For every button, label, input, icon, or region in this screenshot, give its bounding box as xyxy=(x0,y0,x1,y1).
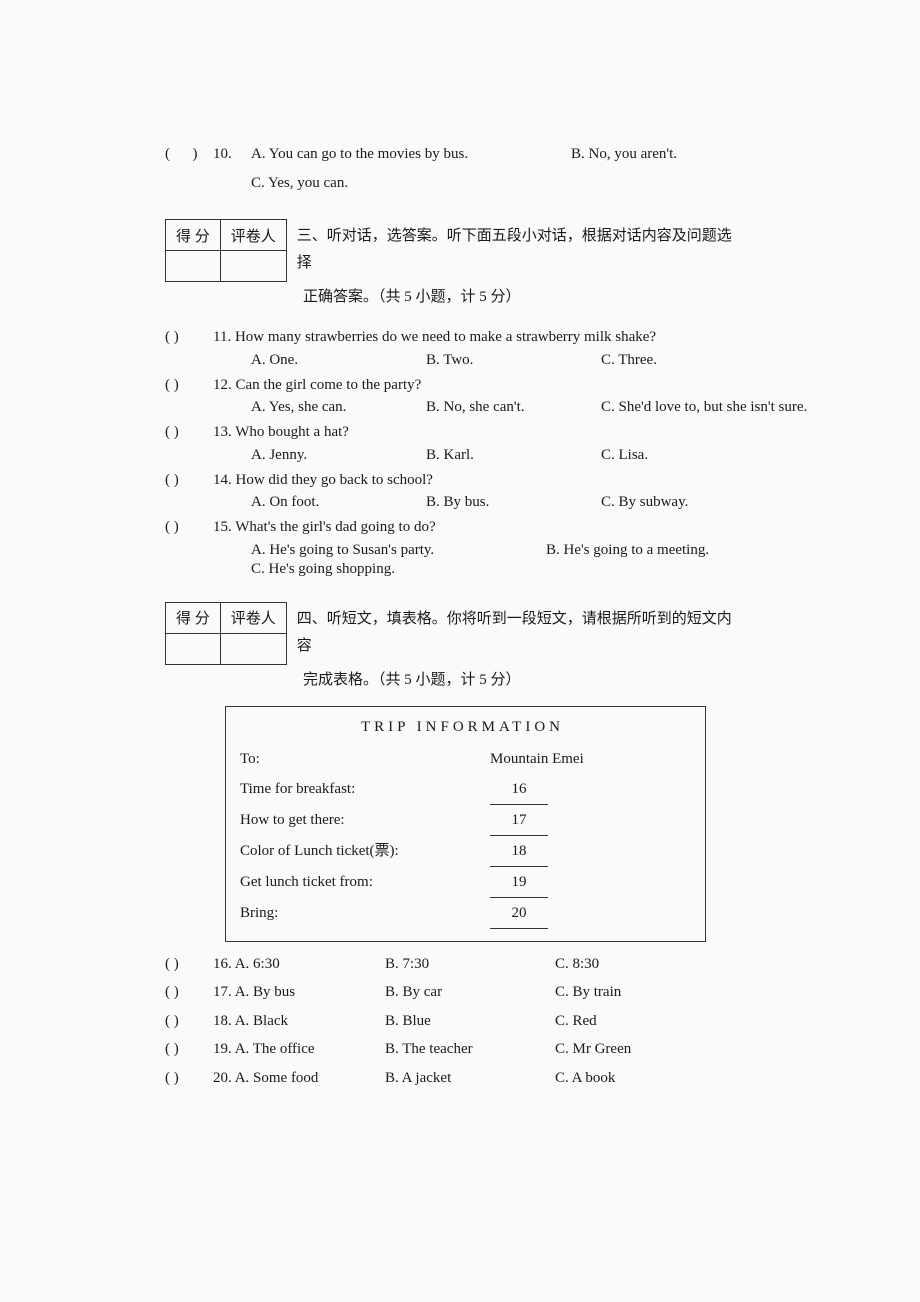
option-a: A. One. xyxy=(251,352,426,369)
question-number: 13. xyxy=(213,424,232,440)
trip-label: Bring: xyxy=(240,898,490,929)
question-number: 14. xyxy=(213,472,232,488)
section-3-desc: 正确答案。（共 5 小题，计 5 分） xyxy=(303,284,830,311)
option-c: C. A book xyxy=(555,1064,830,1093)
option-b: B. He's going to a meeting. xyxy=(546,542,709,559)
blank-paren: ( ) xyxy=(165,513,213,542)
section-3-title: 三、听对话，选答案。听下面五段小对话，根据对话内容及问题选择 xyxy=(297,223,737,277)
blank-paren: ( ) xyxy=(165,1064,213,1093)
question-text: What's the girl's dad going to do? xyxy=(235,519,435,535)
question-18: ( ) 18. A. BlackB. BlueC. Red xyxy=(165,1007,830,1036)
table-row: Bring: 20 xyxy=(240,898,685,929)
option-a: A. Black xyxy=(235,1013,288,1029)
question-text: Can the girl come to the party? xyxy=(236,377,422,393)
trip-title: TRIP INFORMATION xyxy=(240,715,685,736)
option-c: C. He's going shopping. xyxy=(251,561,395,578)
blank-paren: ( ) xyxy=(165,418,213,447)
question-text: Who bought a hat? xyxy=(235,424,349,440)
option-c: C. By train xyxy=(555,978,830,1007)
option-a: A. Some food xyxy=(235,1070,319,1086)
option-a: A. Yes, she can. xyxy=(251,399,426,416)
option-c: C. Mr Green xyxy=(555,1035,830,1064)
page-content: ( ) 10. A. You can go to the movies by b… xyxy=(0,0,920,1142)
question-13: ( ) 13. Who bought a hat? A. Jenny. B. K… xyxy=(165,418,830,464)
question-10: ( ) 10. A. You can go to the movies by b… xyxy=(165,140,830,197)
blank-underline: 16 xyxy=(490,774,548,805)
option-a: A. Jenny. xyxy=(251,447,426,464)
question-number: 11. xyxy=(213,329,231,345)
question-15: ( ) 15. What's the girl's dad going to d… xyxy=(165,513,830,578)
section-4-header: 得 分 评卷人 四、听短文，填表格。你将听到一段短文，请根据所听到的短文内容 xyxy=(165,580,830,667)
blank-underline: 20 xyxy=(490,898,548,929)
option-c: C. Yes, you can. xyxy=(251,169,348,198)
blank-paren: ( ) xyxy=(165,978,213,1007)
trip-label: Color of Lunch ticket(票): xyxy=(240,836,490,867)
question-17: ( ) 17. A. By busB. By carC. By train xyxy=(165,978,830,1007)
blank-underline: 18 xyxy=(490,836,548,867)
question-text: How many strawberries do we need to make… xyxy=(235,329,656,345)
blank-underline: 19 xyxy=(490,867,548,898)
section-4-desc: 完成表格。（共 5 小题，计 5 分） xyxy=(303,667,830,694)
option-b: B. By bus. xyxy=(426,494,601,511)
question-number: 15. xyxy=(213,519,232,535)
option-a: A. He's going to Susan's party. xyxy=(251,542,546,559)
option-c: C. By subway. xyxy=(601,494,688,511)
trip-value: Mountain Emei xyxy=(490,744,685,774)
blank-paren: ( ) xyxy=(165,466,213,495)
option-b: B. A jacket xyxy=(385,1064,555,1093)
score-label: 得 分 xyxy=(166,220,221,251)
trip-label: Get lunch ticket from: xyxy=(240,867,490,898)
option-b: B. No, you aren't. xyxy=(571,140,677,169)
section-4-title: 四、听短文，填表格。你将听到一段短文，请根据所听到的短文内容 xyxy=(297,606,737,660)
option-b: B. Two. xyxy=(426,352,601,369)
score-box: 得 分 评卷人 xyxy=(165,219,287,282)
question-number: 12. xyxy=(213,377,232,393)
blank-paren: ( ) xyxy=(165,950,213,979)
grader-label: 评卷人 xyxy=(220,602,286,633)
blank-paren: ( ) xyxy=(165,1035,213,1064)
option-b: B. The teacher xyxy=(385,1035,555,1064)
option-a: A. The office xyxy=(235,1041,315,1057)
section-3-header: 得 分 评卷人 三、听对话，选答案。听下面五段小对话，根据对话内容及问题选择 xyxy=(165,197,830,284)
question-11: ( ) 11. How many strawberries do we need… xyxy=(165,323,830,369)
option-b: B. Blue xyxy=(385,1007,555,1036)
score-box: 得 分 评卷人 xyxy=(165,602,287,665)
option-a: A. By bus xyxy=(235,984,295,1000)
option-a: A. 6:30 xyxy=(235,956,280,972)
blank-paren: ( ) xyxy=(165,323,213,352)
grader-label: 评卷人 xyxy=(220,220,286,251)
table-row: How to get there: 17 xyxy=(240,805,685,836)
table-row: Time for breakfast: 16 xyxy=(240,774,685,805)
trip-info-table: TRIP INFORMATION To: Mountain Emei Time … xyxy=(225,706,706,942)
blank-paren: ( ) xyxy=(165,1007,213,1036)
blank-paren: ( ) xyxy=(165,140,213,169)
option-a: A. On foot. xyxy=(251,494,426,511)
question-text: How did they go back to school? xyxy=(236,472,433,488)
trip-label: To: xyxy=(240,744,490,774)
blank-paren: ( ) xyxy=(165,371,213,400)
option-c: C. 8:30 xyxy=(555,950,830,979)
question-16: ( ) 16. A. 6:30B. 7:30C. 8:30 xyxy=(165,950,830,979)
question-14: ( ) 14. How did they go back to school? … xyxy=(165,466,830,512)
option-b: B. 7:30 xyxy=(385,950,555,979)
option-b: B. Karl. xyxy=(426,447,601,464)
table-row: To: Mountain Emei xyxy=(240,744,685,774)
option-a: A. You can go to the movies by bus. xyxy=(251,140,571,169)
option-b: B. No, she can't. xyxy=(426,399,601,416)
question-number: 10. xyxy=(213,140,251,169)
question-20: ( ) 20. A. Some foodB. A jacketC. A book xyxy=(165,1064,830,1093)
option-c: C. Three. xyxy=(601,352,657,369)
score-label: 得 分 xyxy=(166,602,221,633)
blank-underline: 17 xyxy=(490,805,548,836)
question-12: ( ) 12. Can the girl come to the party? … xyxy=(165,371,830,417)
trip-label: How to get there: xyxy=(240,805,490,836)
table-row: Get lunch ticket from: 19 xyxy=(240,867,685,898)
question-19: ( ) 19. A. The officeB. The teacherC. Mr… xyxy=(165,1035,830,1064)
option-b: B. By car xyxy=(385,978,555,1007)
option-c: C. Red xyxy=(555,1007,830,1036)
option-c: C. Lisa. xyxy=(601,447,648,464)
trip-label: Time for breakfast: xyxy=(240,774,490,805)
table-row: Color of Lunch ticket(票): 18 xyxy=(240,836,685,867)
option-c: C. She'd love to, but she isn't sure. xyxy=(601,399,807,416)
